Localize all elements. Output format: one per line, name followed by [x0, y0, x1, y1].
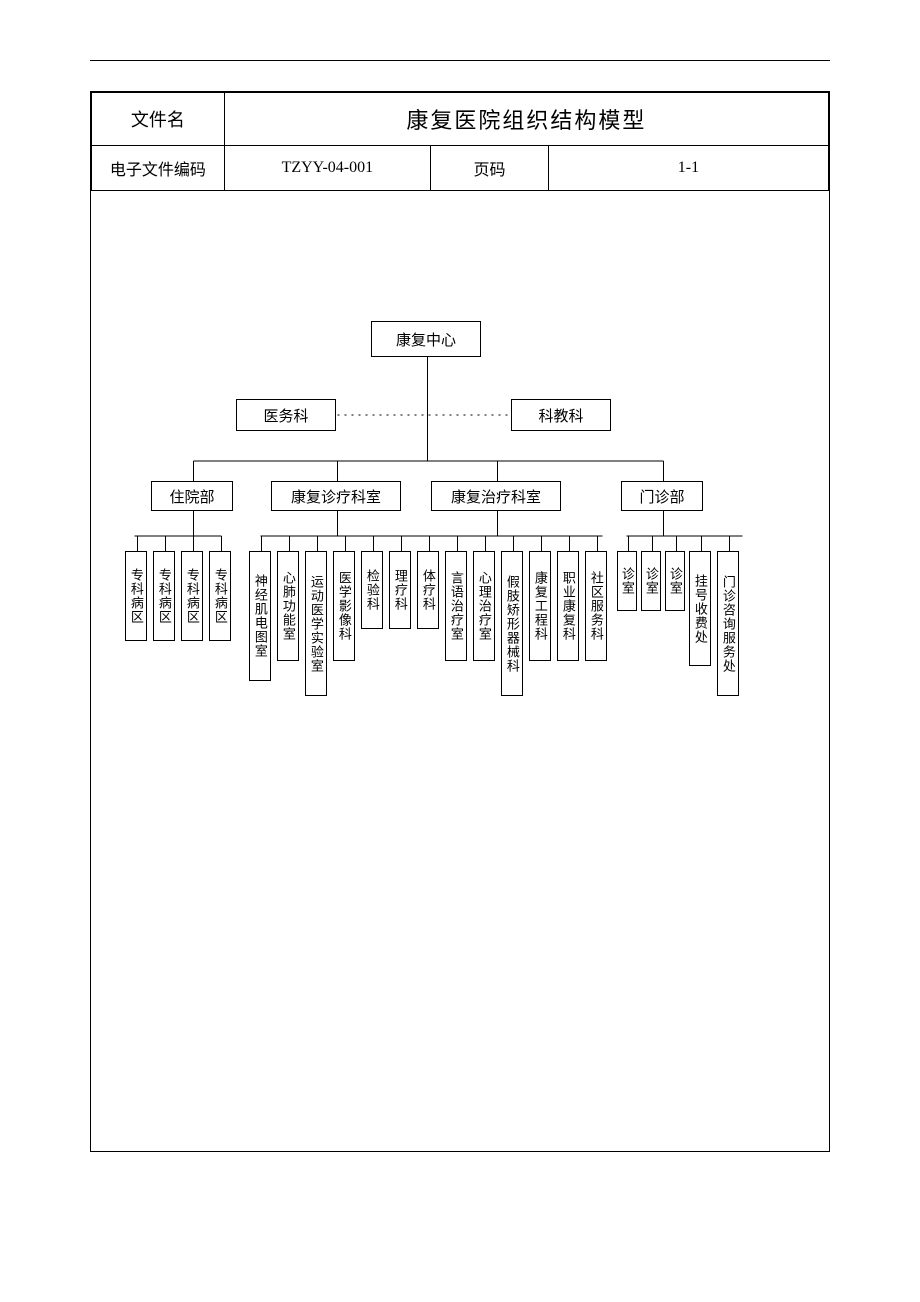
leaf-node: 心肺功能室 — [277, 551, 299, 661]
node-yiwu: 医务科 — [236, 399, 336, 431]
node-zhiliaokeshi: 康复治疗科室 — [431, 481, 561, 511]
node-zhenliao: 康复诊疗科室 — [271, 481, 401, 511]
leaf-node: 专科病区 — [125, 551, 147, 641]
leaf-node: 职业康复科 — [557, 551, 579, 661]
leaf-node: 假肢矫形器械科 — [501, 551, 523, 696]
leaf-node: 运动医学实验室 — [305, 551, 327, 696]
leaf-node: 理疗科 — [389, 551, 411, 629]
leaf-node: 挂号收费处 — [689, 551, 711, 666]
leaf-node: 专科病区 — [153, 551, 175, 641]
leaf-node: 诊室 — [617, 551, 637, 611]
top-rule — [90, 60, 830, 61]
leaf-node: 专科病区 — [181, 551, 203, 641]
node-zhuyuan: 住院部 — [151, 481, 233, 511]
node-root: 康复中心 — [371, 321, 481, 357]
leaf-node: 专科病区 — [209, 551, 231, 641]
code-label: 电子文件编码 — [92, 146, 225, 191]
leaf-node: 医学影像科 — [333, 551, 355, 661]
leaf-node: 门诊咨询服务处 — [717, 551, 739, 696]
org-chart: 康复中心医务科科教科住院部康复诊疗科室康复治疗科室门诊部专科病区专科病区专科病区… — [91, 191, 829, 1151]
page-value: 1-1 — [548, 146, 828, 191]
leaf-node: 心理治疗室 — [473, 551, 495, 661]
leaf-node: 社区服务科 — [585, 551, 607, 661]
leaf-node: 体疗科 — [417, 551, 439, 629]
document-title: 康复医院组织结构模型 — [224, 93, 828, 146]
node-kejiao: 科教科 — [511, 399, 611, 431]
leaf-node: 康复工程科 — [529, 551, 551, 661]
code-value: TZYY-04-001 — [224, 146, 430, 191]
leaf-node: 神经肌电图室 — [249, 551, 271, 681]
header-table: 文件名 康复医院组织结构模型 电子文件编码 TZYY-04-001 页码 1-1 — [91, 92, 829, 191]
page-label: 页码 — [431, 146, 549, 191]
leaf-node: 诊室 — [641, 551, 661, 611]
leaf-node: 检验科 — [361, 551, 383, 629]
leaf-node: 诊室 — [665, 551, 685, 611]
page: 文件名 康复医院组织结构模型 电子文件编码 TZYY-04-001 页码 1-1… — [0, 0, 920, 1192]
document-frame: 文件名 康复医院组织结构模型 电子文件编码 TZYY-04-001 页码 1-1… — [90, 91, 830, 1152]
leaf-node: 言语治疗室 — [445, 551, 467, 661]
filename-label: 文件名 — [92, 93, 225, 146]
node-menzhen: 门诊部 — [621, 481, 703, 511]
